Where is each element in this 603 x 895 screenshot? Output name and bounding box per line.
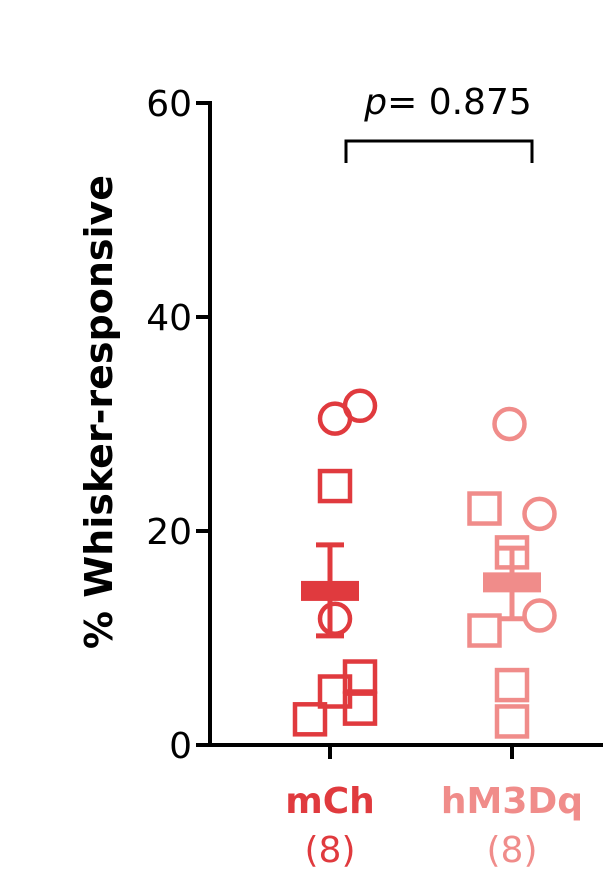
y-tick-label-40: 40 — [146, 298, 192, 339]
mch-group-label: mCh — [285, 781, 375, 822]
significance-bracket — [344, 139, 534, 163]
mch-point-8 — [292, 702, 328, 737]
hm3dq-mean-bar — [483, 572, 541, 593]
y-tick-label-20: 20 — [146, 512, 192, 553]
hm3dq-group-label: hM3Dq — [441, 781, 583, 822]
hm3dq-point-2 — [522, 496, 557, 532]
hm3dq-point-3 — [522, 598, 557, 633]
hm3dq-point-4 — [467, 491, 502, 526]
data-marks — [292, 388, 557, 739]
p-symbol: p — [363, 82, 387, 123]
mch-point-3 — [317, 601, 353, 636]
axes — [208, 101, 603, 759]
hm3dq-point-7 — [494, 667, 530, 703]
p-value-text: = 0.875 — [387, 82, 532, 123]
bracket-line — [344, 139, 534, 163]
y-axis-title: % Whisker-responsive — [77, 175, 121, 649]
mch-point-2 — [342, 388, 378, 424]
y-tick-label-60: 60 — [146, 84, 192, 125]
mch-mean-bar — [301, 580, 359, 601]
mch-group-n: (8) — [305, 830, 356, 871]
y-tick-label-0: 0 — [169, 726, 192, 767]
hm3dq-point-8 — [494, 704, 530, 739]
hm3dq-point-6 — [467, 613, 502, 648]
y-axis-ticks: 0 20 40 60 — [146, 84, 210, 767]
mch-point-4 — [317, 468, 353, 504]
hm3dq-point-1 — [492, 406, 527, 442]
mch-point-7 — [342, 691, 378, 726]
p-value-annotation: p= 0.875 — [363, 82, 532, 123]
x-axis-labels: mCh (8) hM3Dq (8) — [285, 781, 583, 871]
hm3dq-group-n: (8) — [487, 830, 538, 871]
